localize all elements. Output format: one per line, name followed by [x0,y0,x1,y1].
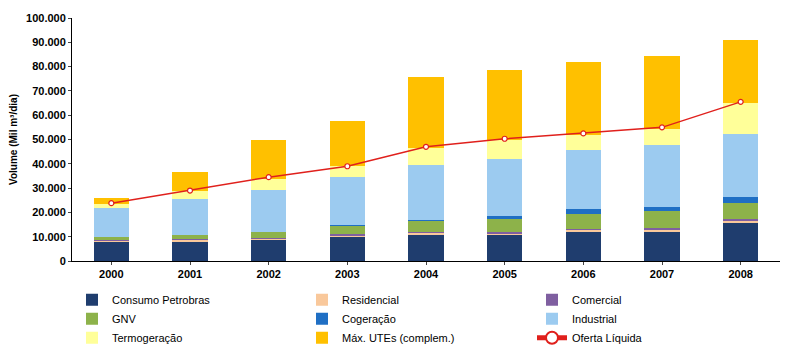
svg-text:2008: 2008 [728,268,752,280]
svg-text:Residencial: Residencial [342,294,399,306]
svg-text:2002: 2002 [256,268,280,280]
svg-text:2007: 2007 [650,268,674,280]
svg-text:40.000: 40.000 [32,158,66,170]
svg-text:2000: 2000 [99,268,123,280]
svg-text:50.000: 50.000 [32,133,66,145]
svg-text:Industrial: Industrial [572,313,617,325]
svg-text:GNV: GNV [112,313,137,325]
svg-text:0: 0 [60,255,66,267]
svg-text:Oferta Líquida: Oferta Líquida [572,332,643,344]
svg-text:Comercial: Comercial [572,294,622,306]
svg-text:2001: 2001 [178,268,202,280]
svg-text:100.000: 100.000 [26,12,66,24]
svg-text:2005: 2005 [492,268,516,280]
svg-text:Termogeração: Termogeração [112,332,182,344]
svg-text:90.000: 90.000 [32,36,66,48]
svg-text:2004: 2004 [414,268,439,280]
svg-text:60.000: 60.000 [32,109,66,121]
svg-text:Volume (Mil m³/dia): Volume (Mil m³/dia) [8,94,19,185]
svg-text:Máx. UTEs (complem.): Máx. UTEs (complem.) [342,332,454,344]
svg-text:80.000: 80.000 [32,60,66,72]
svg-text:2003: 2003 [335,268,359,280]
svg-text:70.000: 70.000 [32,85,66,97]
svg-text:Cogeração: Cogeração [342,313,396,325]
svg-text:20.000: 20.000 [32,206,66,218]
svg-text:2006: 2006 [571,268,595,280]
svg-text:Consumo Petrobras: Consumo Petrobras [112,294,210,306]
svg-text:10.000: 10.000 [32,231,66,243]
svg-text:30.000: 30.000 [32,182,66,194]
